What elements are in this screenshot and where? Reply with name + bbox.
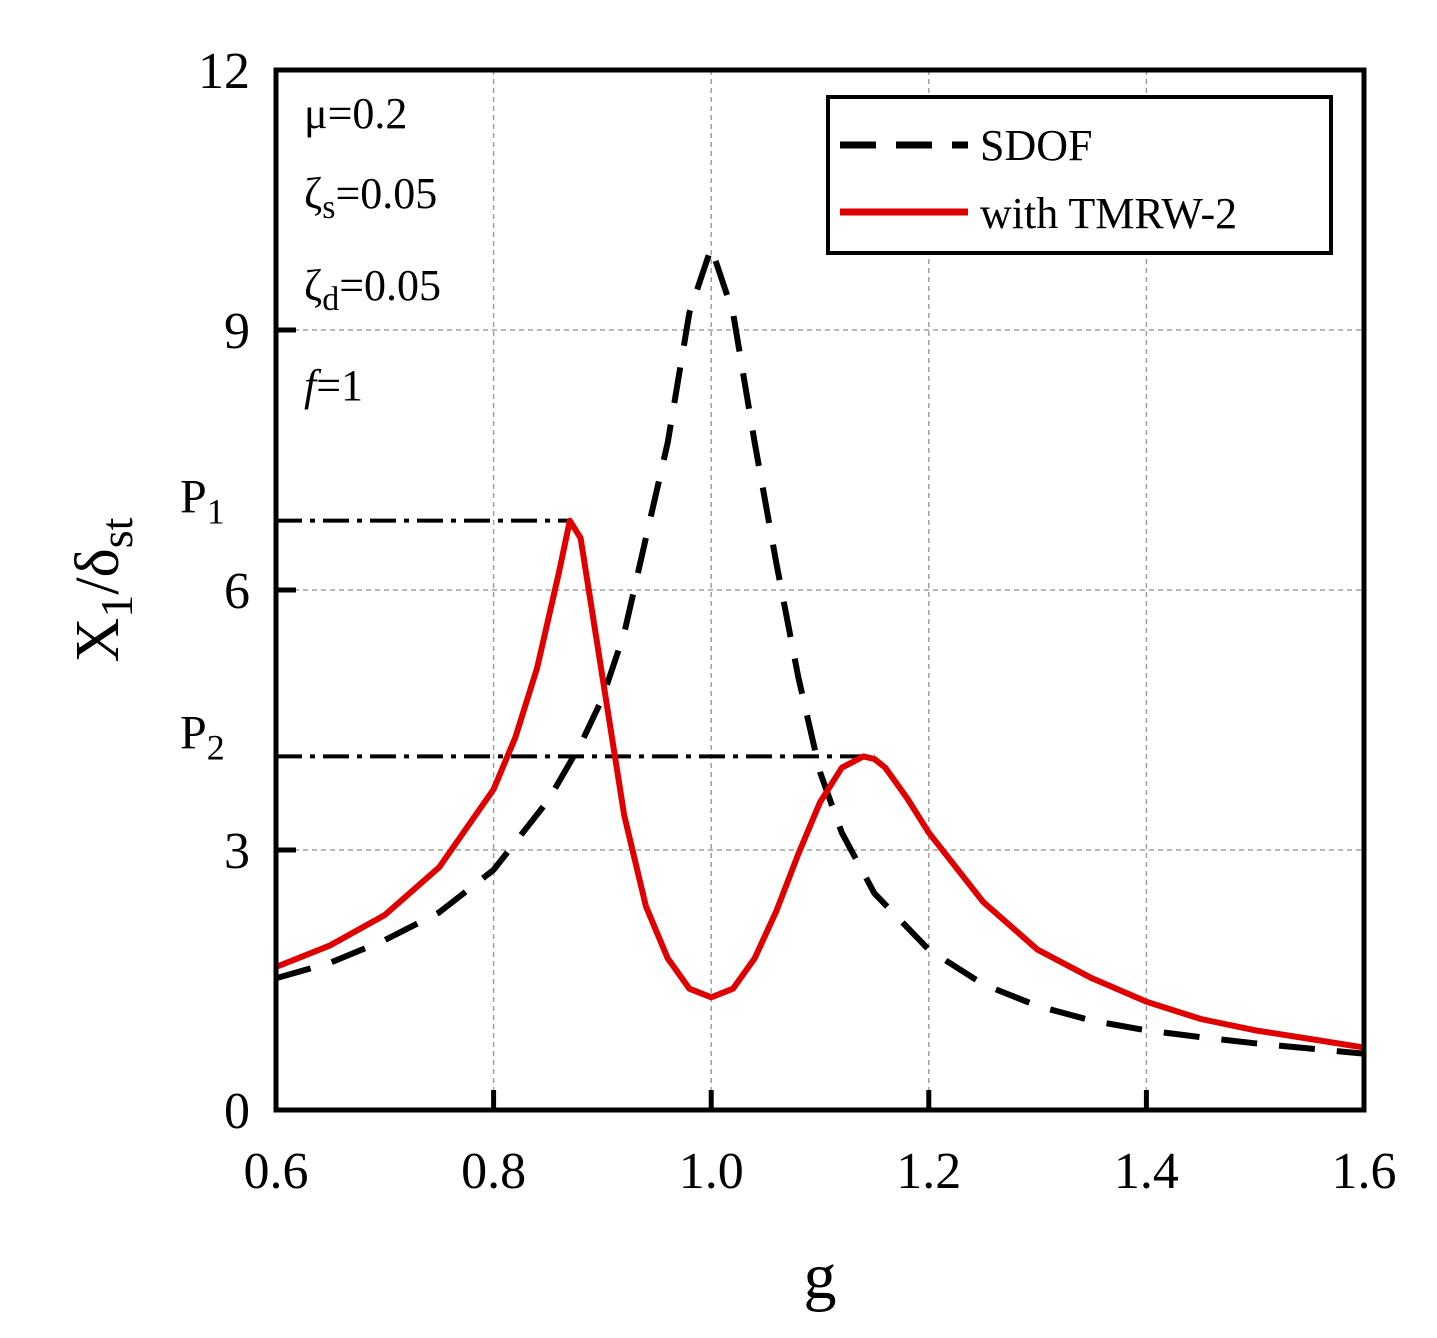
y-tick-label: 0 (224, 1083, 250, 1140)
peak-label: P2 (180, 706, 225, 767)
param-zeta-s-symbol: ζ (304, 169, 322, 218)
x-tick-label: 1.6 (1332, 1143, 1397, 1200)
param-zeta-s-sub: s (322, 189, 335, 226)
legend-label-sdof: SDOF (980, 121, 1093, 170)
y-axis-label-sub2: st (91, 517, 142, 548)
param-mu: μ=0.2 (304, 89, 407, 138)
param-zeta-d-sub: d (322, 281, 339, 318)
legend-label-tmrw: with TMRW-2 (980, 189, 1237, 238)
series-layer (274, 244, 1365, 1057)
series-line-sdof (275, 244, 1365, 1057)
y-tick-label: 6 (224, 563, 250, 620)
y-tick-label: 3 (224, 823, 250, 880)
x-tick-label: 0.6 (244, 1143, 309, 1200)
legend: SDOF with TMRW-2 (826, 95, 1333, 255)
y-tick-label: 12 (198, 43, 250, 100)
y-axis-label: X1/δst (64, 517, 142, 662)
x-tick-label: 1.0 (679, 1143, 744, 1200)
x-axis-label: g (804, 1240, 837, 1313)
param-f: f=1 (304, 361, 363, 410)
x-tick-label: 1.2 (896, 1143, 961, 1200)
x-tick-label: 0.8 (461, 1143, 526, 1200)
peak-label: P1 (180, 471, 225, 532)
param-zeta-d: ζd=0.05 (304, 261, 441, 318)
y-axis-label-main: X (64, 618, 132, 663)
y-axis-label-sep: /δ (64, 548, 132, 594)
param-zeta-s: ζs=0.05 (304, 169, 437, 226)
param-mu-value: =0.2 (328, 89, 408, 138)
param-zeta-s-value: =0.05 (335, 169, 437, 218)
peak-labels: P1 P2 (180, 471, 225, 768)
y-axis-label-sub1: 1 (91, 595, 142, 618)
param-zeta-d-symbol: ζ (304, 261, 322, 310)
axis-ticks: 0.6 0.8 1.0 1.2 1.4 1.6 0 3 6 9 12 (198, 43, 1397, 1200)
param-zeta-d-value: =0.05 (339, 261, 441, 310)
y-tick-label: 9 (224, 303, 250, 360)
peak-reference-lines (276, 518, 875, 759)
legend-box (826, 95, 1333, 255)
series-line-tmrw (274, 517, 1365, 1051)
param-mu-symbol: μ (304, 89, 328, 138)
x-tick-label: 1.4 (1114, 1143, 1179, 1200)
param-f-value: =1 (316, 361, 363, 410)
